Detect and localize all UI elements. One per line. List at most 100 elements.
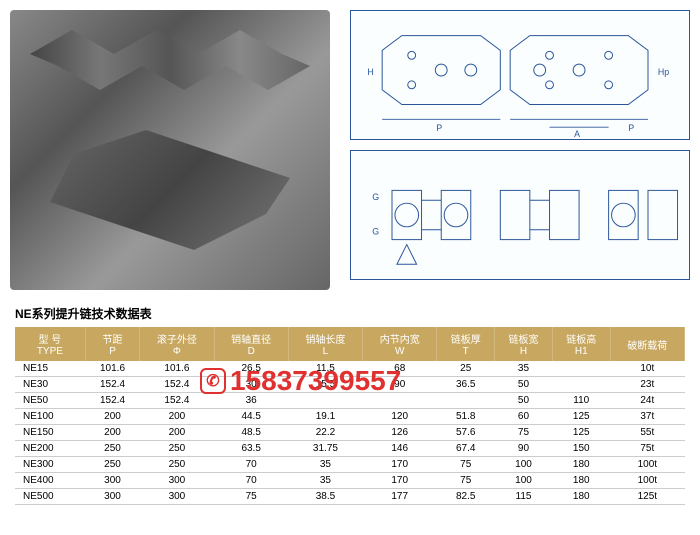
table-row: NE10020020044.519.112051.86012537t bbox=[15, 409, 685, 425]
product-photo-area bbox=[0, 0, 340, 300]
table-cell: NE15 bbox=[15, 361, 85, 377]
table-cell: 110 bbox=[552, 393, 610, 409]
table-cell: 38.5 bbox=[288, 489, 362, 505]
table-cell: NE50 bbox=[15, 393, 85, 409]
table-cell bbox=[552, 361, 610, 377]
table-cell: 48.5 bbox=[214, 425, 288, 441]
table-row: NE5003003007538.517782.5115180125t bbox=[15, 489, 685, 505]
table-row: NE400300300703517075100180100t bbox=[15, 473, 685, 489]
col-header: 链板宽H bbox=[495, 327, 553, 361]
table-cell: 170 bbox=[363, 473, 437, 489]
table-cell: 50 bbox=[495, 393, 553, 409]
label-p1: P bbox=[436, 123, 442, 133]
table-cell: 44.5 bbox=[214, 409, 288, 425]
table-cell: 31.75 bbox=[288, 441, 362, 457]
table-row: NE20025025063.531.7514667.49015075t bbox=[15, 441, 685, 457]
col-header: 内节内宽W bbox=[363, 327, 437, 361]
table-cell: 180 bbox=[552, 457, 610, 473]
table-cell: 300 bbox=[85, 473, 140, 489]
table-cell: 75 bbox=[437, 473, 495, 489]
phone-overlay: ✆ 15837399557 bbox=[200, 365, 401, 397]
table-cell bbox=[552, 377, 610, 393]
table-cell: NE400 bbox=[15, 473, 85, 489]
table-cell: 200 bbox=[85, 425, 140, 441]
phone-number: 15837399557 bbox=[230, 365, 401, 397]
table-cell: 200 bbox=[140, 409, 214, 425]
label-a: A bbox=[574, 129, 580, 139]
table-cell: 10t bbox=[610, 361, 684, 377]
table-cell: 63.5 bbox=[214, 441, 288, 457]
table-cell: 60 bbox=[495, 409, 553, 425]
col-header: 破断载荷 bbox=[610, 327, 684, 361]
table-cell: 250 bbox=[85, 457, 140, 473]
table-cell bbox=[437, 393, 495, 409]
table-cell: 120 bbox=[363, 409, 437, 425]
table-cell: 152.4 bbox=[85, 393, 140, 409]
table-cell: NE100 bbox=[15, 409, 85, 425]
table-cell: 70 bbox=[214, 473, 288, 489]
table-cell: 35 bbox=[288, 473, 362, 489]
table-cell: 300 bbox=[140, 473, 214, 489]
table-cell: 75 bbox=[214, 489, 288, 505]
technical-diagram-area: H Hp P P A G G bbox=[340, 0, 700, 300]
col-header: 链板高H1 bbox=[552, 327, 610, 361]
table-cell: NE300 bbox=[15, 457, 85, 473]
table-cell: 75t bbox=[610, 441, 684, 457]
table-cell: NE200 bbox=[15, 441, 85, 457]
spec-table: 型 号TYPE节距P滚子外径Φ销轴直径D销轴长度L内节内宽W链板厚T链板宽H链板… bbox=[15, 327, 685, 505]
plate-diagram: H Hp P P A bbox=[350, 10, 690, 140]
col-header: 滚子外径Φ bbox=[140, 327, 214, 361]
table-cell: 90 bbox=[495, 441, 553, 457]
table-cell: 146 bbox=[363, 441, 437, 457]
table-cell: 82.5 bbox=[437, 489, 495, 505]
table-cell: 250 bbox=[85, 441, 140, 457]
table-cell: 300 bbox=[85, 489, 140, 505]
table-cell: 300 bbox=[140, 489, 214, 505]
col-header: 节距P bbox=[85, 327, 140, 361]
table-cell: 126 bbox=[363, 425, 437, 441]
label-hp: Hp bbox=[658, 67, 669, 77]
table-cell: 100t bbox=[610, 457, 684, 473]
table-cell: 35 bbox=[288, 457, 362, 473]
table-cell: 200 bbox=[85, 409, 140, 425]
table-header: 型 号TYPE节距P滚子外径Φ销轴直径D销轴长度L内节内宽W链板厚T链板宽H链板… bbox=[15, 327, 685, 361]
table-cell: 36.5 bbox=[437, 377, 495, 393]
table-cell: 180 bbox=[552, 473, 610, 489]
chain-section-diagram: G G bbox=[350, 150, 690, 280]
table-cell: 200 bbox=[140, 425, 214, 441]
table-cell: 125t bbox=[610, 489, 684, 505]
table-cell: 125 bbox=[552, 409, 610, 425]
table-cell: 67.4 bbox=[437, 441, 495, 457]
table-cell: 55t bbox=[610, 425, 684, 441]
table-cell: 250 bbox=[140, 441, 214, 457]
table-cell: NE500 bbox=[15, 489, 85, 505]
table-cell: 25 bbox=[437, 361, 495, 377]
table-cell: 37t bbox=[610, 409, 684, 425]
table-cell: 35 bbox=[495, 361, 553, 377]
table-cell: 170 bbox=[363, 457, 437, 473]
data-table-wrap: 型 号TYPE节距P滚子外径Φ销轴直径D销轴长度L内节内宽W链板厚T链板宽H链板… bbox=[0, 327, 700, 505]
table-title: NE系列提升链技术数据表 bbox=[0, 300, 700, 327]
table-cell: 152.4 bbox=[85, 377, 140, 393]
col-header: 型 号TYPE bbox=[15, 327, 85, 361]
table-cell: NE30 bbox=[15, 377, 85, 393]
table-cell: 101.6 bbox=[85, 361, 140, 377]
table-cell: 125 bbox=[552, 425, 610, 441]
phone-icon: ✆ bbox=[200, 368, 226, 394]
table-cell: 23t bbox=[610, 377, 684, 393]
label-p2: P bbox=[628, 123, 634, 133]
table-cell: 115 bbox=[495, 489, 553, 505]
label-h: H bbox=[367, 67, 373, 77]
table-cell: 75 bbox=[495, 425, 553, 441]
table-cell: 22.2 bbox=[288, 425, 362, 441]
table-cell: 70 bbox=[214, 457, 288, 473]
label-g1: G bbox=[372, 192, 379, 202]
table-cell: NE150 bbox=[15, 425, 85, 441]
table-cell: 100t bbox=[610, 473, 684, 489]
table-row: NE300250250703517075100180100t bbox=[15, 457, 685, 473]
table-cell: 75 bbox=[437, 457, 495, 473]
table-cell: 51.8 bbox=[437, 409, 495, 425]
table-cell: 100 bbox=[495, 457, 553, 473]
table-cell: 19.1 bbox=[288, 409, 362, 425]
col-header: 销轴长度L bbox=[288, 327, 362, 361]
